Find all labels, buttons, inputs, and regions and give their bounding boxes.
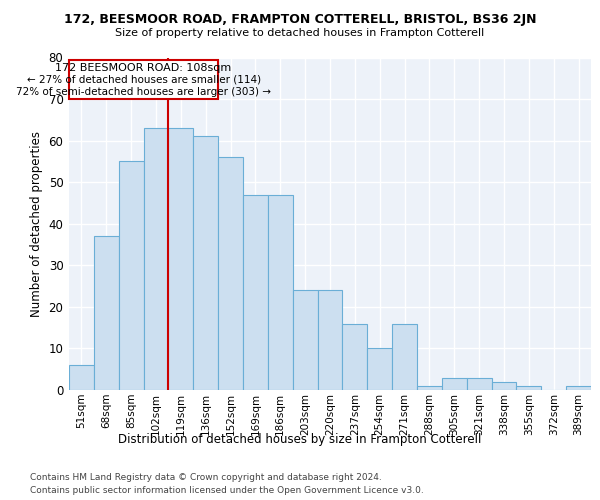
- Text: ← 27% of detached houses are smaller (114): ← 27% of detached houses are smaller (11…: [26, 75, 260, 85]
- Bar: [218, 157, 243, 390]
- Text: Distribution of detached houses by size in Frampton Cotterell: Distribution of detached houses by size …: [118, 432, 482, 446]
- Bar: [467, 378, 491, 390]
- Bar: [517, 386, 541, 390]
- Bar: [367, 348, 392, 390]
- Bar: [343, 324, 367, 390]
- Text: Contains HM Land Registry data © Crown copyright and database right 2024.: Contains HM Land Registry data © Crown c…: [30, 472, 382, 482]
- Text: Contains public sector information licensed under the Open Government Licence v3: Contains public sector information licen…: [30, 486, 424, 495]
- Bar: [417, 386, 442, 390]
- Bar: [293, 290, 317, 390]
- FancyBboxPatch shape: [69, 60, 218, 99]
- Y-axis label: Number of detached properties: Number of detached properties: [30, 130, 43, 317]
- Bar: [491, 382, 517, 390]
- Bar: [243, 194, 268, 390]
- Text: Size of property relative to detached houses in Frampton Cotterell: Size of property relative to detached ho…: [115, 28, 485, 38]
- Text: 172 BEESMOOR ROAD: 108sqm: 172 BEESMOOR ROAD: 108sqm: [55, 63, 232, 73]
- Bar: [119, 162, 143, 390]
- Text: 172, BEESMOOR ROAD, FRAMPTON COTTERELL, BRISTOL, BS36 2JN: 172, BEESMOOR ROAD, FRAMPTON COTTERELL, …: [64, 12, 536, 26]
- Bar: [69, 365, 94, 390]
- Bar: [317, 290, 343, 390]
- Bar: [268, 194, 293, 390]
- Bar: [169, 128, 193, 390]
- Bar: [566, 386, 591, 390]
- Bar: [442, 378, 467, 390]
- Bar: [94, 236, 119, 390]
- Bar: [143, 128, 169, 390]
- Bar: [392, 324, 417, 390]
- Bar: [193, 136, 218, 390]
- Text: 72% of semi-detached houses are larger (303) →: 72% of semi-detached houses are larger (…: [16, 87, 271, 97]
